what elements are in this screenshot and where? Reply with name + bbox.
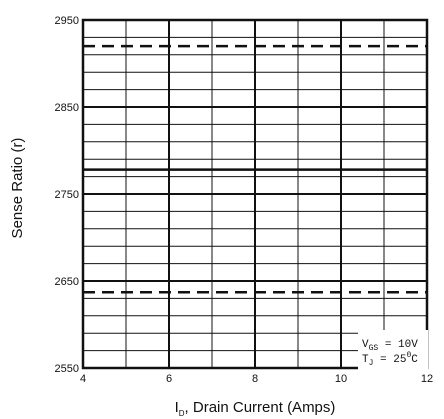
tj-condition: TJ = 250C — [362, 351, 418, 368]
x-axis-label-text: , Drain Current (Amps) — [185, 399, 336, 416]
x-tick-label: 10 — [335, 373, 347, 385]
x-axis-label-symbol: I — [175, 399, 179, 416]
x-tick-label: 8 — [252, 373, 258, 385]
y-axis-label: Sense Ratio (r) — [9, 138, 26, 239]
conditions-annotation: VGS = 10V TJ = 250C — [358, 330, 428, 370]
x-axis-label: ID, Drain Current (Amps) — [175, 399, 336, 418]
y-tick-label: 2950 — [55, 15, 79, 27]
x-axis-label-subscript: D — [179, 409, 185, 418]
y-tick-label: 2550 — [55, 363, 79, 375]
y-tick-label: 2850 — [55, 102, 79, 114]
conditions-box — [358, 330, 428, 370]
x-tick-label: 6 — [166, 373, 172, 385]
tick-labels: 4 6 8 10 12 2550 2650 2750 2850 2950 — [55, 15, 434, 385]
y-tick-label: 2750 — [55, 189, 79, 201]
plot-frame — [81, 18, 429, 370]
y-tick-label: 2650 — [55, 276, 79, 288]
x-tick-label: 12 — [421, 373, 433, 385]
chart-series — [83, 44, 427, 294]
x-tick-label: 4 — [80, 373, 86, 385]
vgs-condition: VGS = 10V — [362, 339, 418, 353]
chart-grid — [83, 20, 427, 368]
